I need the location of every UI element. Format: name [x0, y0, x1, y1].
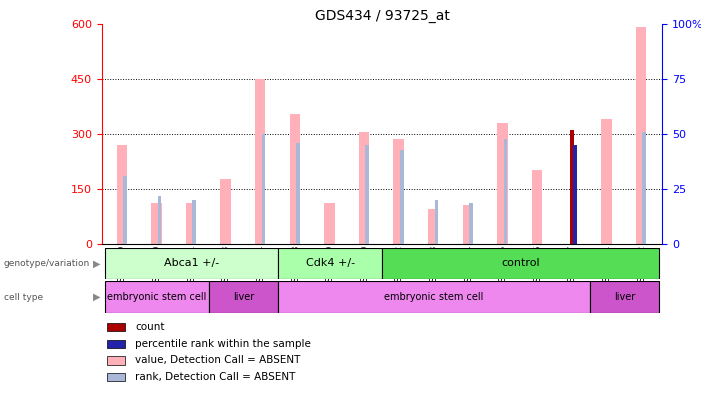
Bar [107, 356, 125, 364]
Bar [365, 145, 369, 244]
Bar [158, 196, 161, 244]
Bar [359, 132, 369, 244]
Bar [107, 340, 125, 348]
Bar [261, 133, 265, 244]
Text: ▶: ▶ [93, 292, 100, 302]
Text: percentile rank within the sample: percentile rank within the sample [135, 339, 311, 349]
Bar [400, 150, 404, 244]
Text: rank, Detection Call = ABSENT: rank, Detection Call = ABSENT [135, 372, 296, 382]
Bar [290, 114, 300, 244]
Text: control: control [501, 258, 540, 268]
Bar [278, 281, 590, 313]
Bar [192, 200, 196, 244]
Bar [209, 281, 278, 313]
Text: liver: liver [614, 292, 635, 302]
Bar [463, 205, 473, 244]
Text: Abca1 +/-: Abca1 +/- [164, 258, 219, 268]
Bar [255, 79, 266, 244]
Bar [325, 203, 334, 244]
Bar [220, 179, 231, 244]
Bar [151, 203, 161, 244]
Text: Cdk4 +/-: Cdk4 +/- [306, 258, 355, 268]
Text: value, Detection Call = ABSENT: value, Detection Call = ABSENT [135, 355, 301, 366]
Text: count: count [135, 322, 165, 332]
Bar [636, 27, 646, 244]
Bar [382, 248, 659, 279]
Bar [497, 123, 508, 244]
Bar [504, 139, 508, 244]
Bar [601, 119, 611, 244]
Bar [573, 145, 577, 244]
Bar [116, 145, 127, 244]
Bar [570, 130, 573, 244]
Text: ▶: ▶ [93, 258, 100, 268]
Bar [107, 323, 125, 331]
Bar [393, 139, 404, 244]
Text: cell type: cell type [4, 293, 43, 301]
Bar [590, 281, 659, 313]
Bar [105, 248, 278, 279]
Bar [278, 248, 382, 279]
Text: genotype/variation: genotype/variation [4, 259, 90, 268]
Bar [428, 209, 438, 244]
Bar [123, 176, 127, 244]
Text: embryonic stem cell: embryonic stem cell [384, 292, 484, 302]
Text: liver: liver [233, 292, 254, 302]
Bar [435, 200, 438, 244]
Title: GDS434 / 93725_at: GDS434 / 93725_at [315, 9, 449, 23]
Bar [107, 373, 125, 381]
Bar [105, 281, 209, 313]
Bar [186, 203, 196, 244]
Text: embryonic stem cell: embryonic stem cell [107, 292, 207, 302]
Bar [642, 132, 646, 244]
Bar [469, 203, 472, 244]
Bar [532, 170, 543, 244]
Bar [297, 143, 299, 244]
